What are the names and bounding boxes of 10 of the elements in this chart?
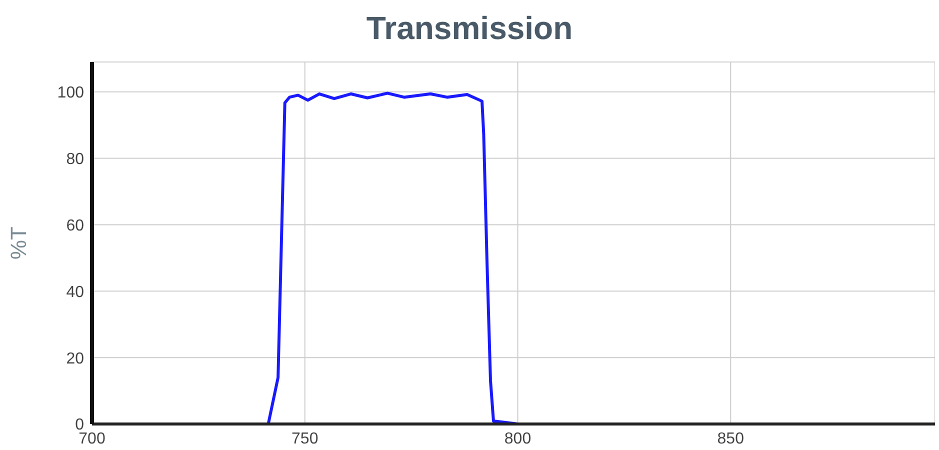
y-tick-label: 40 <box>66 284 84 301</box>
x-tick-label: 800 <box>504 430 532 448</box>
y-tick-label: 20 <box>66 350 84 368</box>
y-axis-title: %T <box>6 226 31 260</box>
y-tick-label: 100 <box>57 84 84 102</box>
y-tick-label: 80 <box>66 150 84 168</box>
chart-title: Transmission <box>365 9 574 48</box>
x-tick-label: 850 <box>717 430 744 448</box>
y-tick-label: 60 <box>66 217 84 234</box>
x-tick-label: 750 <box>292 430 318 448</box>
